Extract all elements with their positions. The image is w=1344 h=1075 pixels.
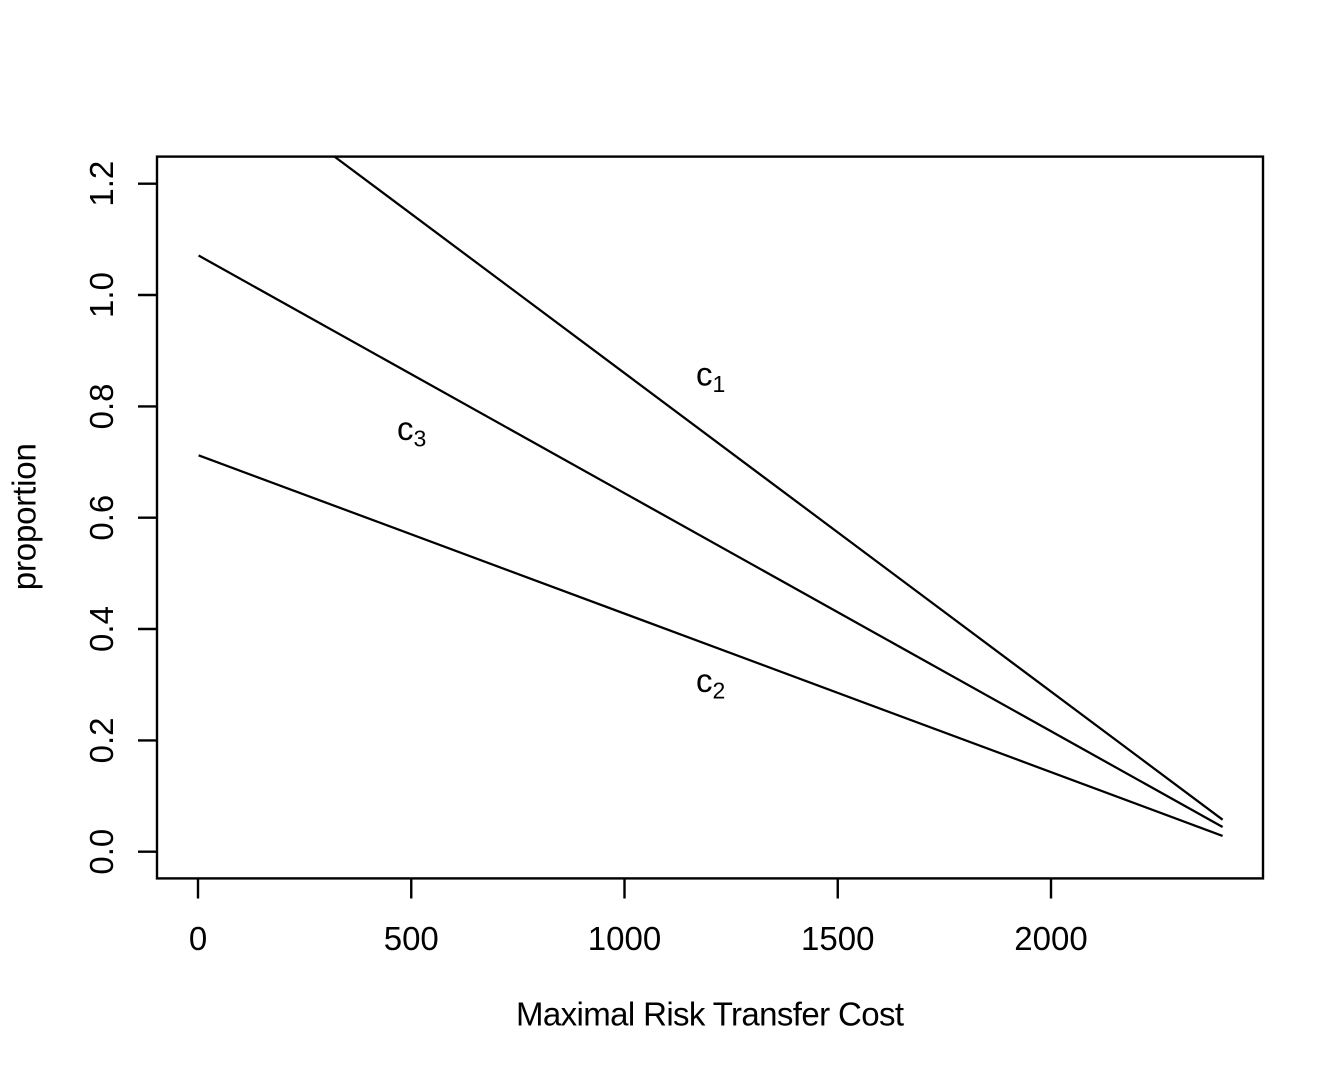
svg-text:0.0: 0.0 — [83, 829, 120, 875]
svg-text:0.8: 0.8 — [83, 383, 120, 429]
svg-text:proportion: proportion — [6, 443, 43, 590]
svg-text:1000: 1000 — [588, 920, 661, 957]
svg-text:c1: c1 — [696, 356, 725, 398]
svg-text:1.2: 1.2 — [83, 161, 120, 207]
svg-text:1.0: 1.0 — [83, 272, 120, 318]
svg-text:2000: 2000 — [1014, 920, 1087, 957]
svg-text:Maximal Risk Transfer Cost: Maximal Risk Transfer Cost — [516, 996, 904, 1033]
svg-text:0: 0 — [189, 920, 207, 957]
svg-text:0.6: 0.6 — [83, 495, 120, 541]
svg-text:1500: 1500 — [801, 920, 874, 957]
svg-text:0.2: 0.2 — [83, 717, 120, 763]
svg-text:0.4: 0.4 — [83, 606, 120, 652]
svg-text:c2: c2 — [696, 662, 725, 704]
svg-text:500: 500 — [384, 920, 439, 957]
